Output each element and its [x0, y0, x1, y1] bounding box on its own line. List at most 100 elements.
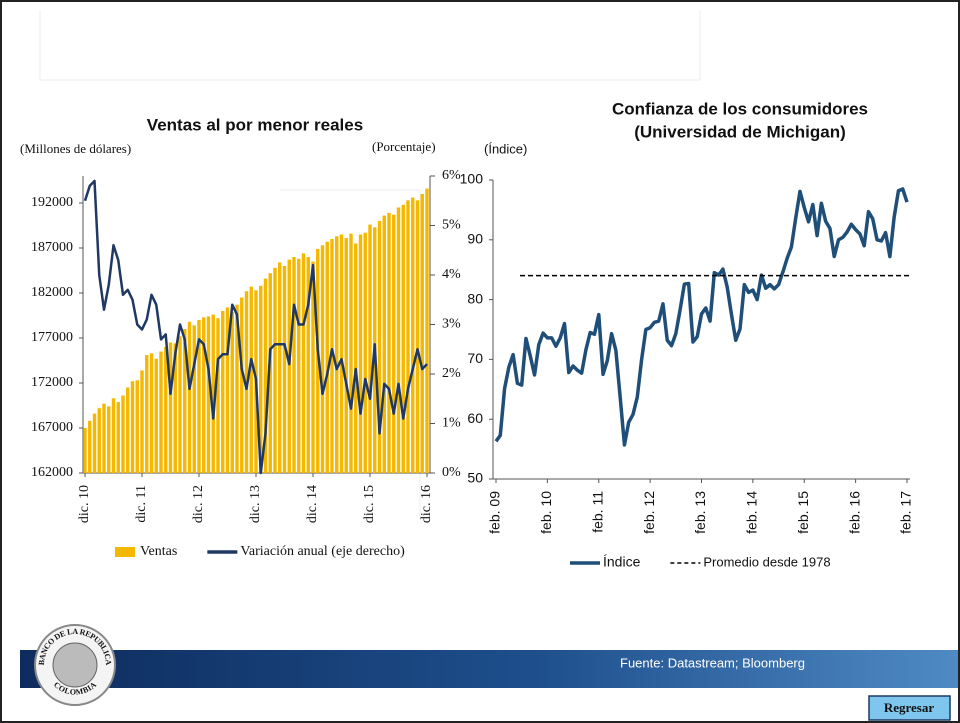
bar [102, 403, 106, 473]
y2-tick-label: 6% [442, 168, 461, 183]
series-line [494, 187, 909, 447]
chart: Ventas al por menor reales (Millones de d… [20, 115, 461, 559]
legend-label: Promedio desde 1978 [703, 554, 830, 569]
series-line [83, 179, 428, 475]
y-tick-label: 90 [467, 231, 483, 247]
back-button[interactable]: Regresar [868, 695, 951, 721]
bar [411, 197, 415, 473]
y-tick-label: 187000 [31, 240, 73, 255]
x-tick-label: dic. 14 [305, 485, 320, 523]
bar [178, 336, 182, 473]
bar [230, 311, 234, 473]
bar [339, 234, 344, 473]
legend-label: Índice [603, 554, 641, 570]
x-tick-label: feb. 09 [487, 491, 503, 534]
bar [149, 353, 154, 473]
y-tick-label: 192000 [31, 195, 73, 210]
bar [425, 188, 429, 473]
y2-tick-label: 3% [442, 317, 461, 332]
bar [168, 342, 173, 473]
bar [88, 420, 92, 473]
bar [396, 207, 401, 473]
bar [368, 224, 372, 473]
bar [311, 261, 315, 473]
bar [263, 278, 268, 473]
bar [387, 212, 391, 473]
y2-tick-label: 4% [442, 267, 461, 282]
logo-center [52, 642, 98, 688]
y2-tick-label: 5% [442, 218, 461, 233]
bar [278, 262, 282, 473]
y2-axis-label: (Porcentaje) [372, 139, 436, 154]
y-tick-label: 182000 [31, 285, 73, 300]
x-tick-label: feb. 14 [744, 491, 760, 534]
bar [325, 241, 329, 473]
x-tick-label: feb. 10 [538, 491, 554, 534]
y-tick-label: 162000 [31, 465, 73, 480]
chart: Confianza de los consumidores (Universida… [460, 99, 914, 569]
bar [344, 238, 348, 473]
bar [292, 257, 296, 473]
bar [216, 318, 220, 473]
bar [320, 245, 325, 473]
bar [187, 321, 192, 473]
bar [240, 297, 244, 473]
bar [382, 215, 386, 473]
bar [349, 233, 353, 473]
bar [406, 200, 410, 474]
decor [39, 10, 701, 520]
bar [301, 253, 306, 473]
bar [225, 307, 230, 473]
chart-title: Confianza de los consumidores [612, 99, 868, 118]
bar [335, 236, 339, 473]
y-tick-label: 172000 [31, 375, 73, 390]
bar [154, 358, 158, 473]
x-tick-label: dic. 11 [134, 485, 149, 523]
chart-title: (Universidad de Michigan) [634, 122, 846, 141]
y-tick-label: 80 [467, 290, 483, 306]
y-tick-label: 167000 [31, 420, 73, 435]
x-tick-label: dic. 12 [191, 485, 206, 523]
y-axis-label: (Millones de dólares) [20, 141, 131, 156]
y-tick-label: 100 [460, 171, 484, 187]
bar [363, 232, 367, 473]
y2-tick-label: 2% [442, 366, 461, 381]
bar [249, 286, 253, 473]
bar [159, 351, 163, 473]
x-tick-label: dic. 16 [419, 485, 434, 523]
button-box[interactable] [868, 695, 951, 721]
footer-band [20, 650, 958, 688]
y-tick-label: 70 [467, 350, 483, 366]
button-label[interactable]: Regresar [884, 700, 935, 715]
chart-title: Ventas al por menor reales [147, 115, 363, 134]
bar [377, 221, 382, 473]
bar [173, 343, 177, 473]
x-tick-label: feb. 15 [795, 491, 811, 534]
bar [183, 329, 187, 473]
x-tick-label: feb. 16 [846, 491, 862, 534]
bar [126, 387, 130, 473]
bar [259, 285, 263, 473]
bar [221, 311, 225, 473]
y2-tick-label: 1% [442, 416, 461, 431]
bar [354, 243, 358, 473]
bar [268, 273, 272, 473]
bar [140, 370, 144, 473]
legend-label: Variación anual (eje derecho) [240, 544, 405, 559]
bar [297, 258, 301, 473]
x-tick-label: feb. 13 [692, 491, 708, 534]
bar [287, 259, 291, 473]
bar [282, 266, 287, 473]
bar [97, 408, 101, 473]
bar [121, 395, 125, 473]
bar [420, 194, 424, 473]
bar [235, 304, 239, 473]
bar [392, 214, 396, 473]
bar [145, 355, 149, 473]
y-tick-label: 60 [467, 410, 483, 426]
bar [330, 239, 334, 473]
legend-label: Ventas [140, 544, 177, 559]
bar [107, 406, 111, 473]
source: Fuente: Datastream; Bloomberg [620, 655, 805, 670]
